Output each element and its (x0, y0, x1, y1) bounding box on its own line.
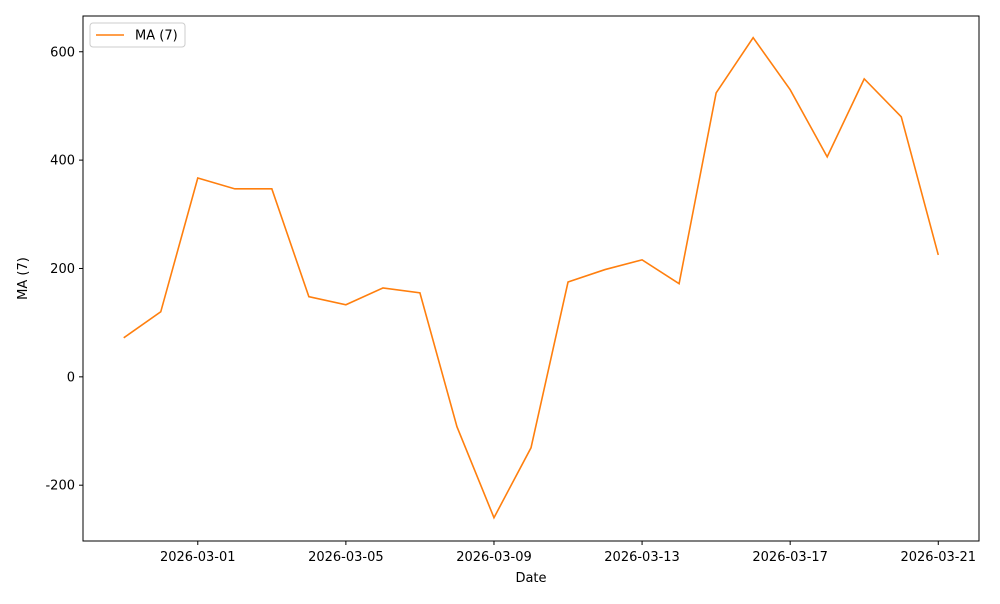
x-tick-label: 2026-03-01 (160, 550, 236, 565)
legend-label: MA (7) (135, 29, 178, 44)
plot-frame (82, 15, 980, 542)
y-tick-label: 200 (50, 262, 75, 277)
x-tick-label: 2026-03-17 (752, 550, 828, 565)
x-tick-label: 2026-03-21 (900, 550, 976, 565)
y-tick-label: 600 (50, 45, 75, 60)
x-tick-label: 2026-03-13 (604, 550, 680, 565)
legend-frame (89, 22, 186, 48)
legend: MA (7) (89, 22, 186, 48)
x-axis-label: Date (515, 571, 546, 586)
y-axis-label: MA (7) (16, 257, 31, 300)
y-tick-label: -200 (45, 479, 75, 494)
x-tick-label: 2026-03-05 (308, 550, 384, 565)
y-tick-label: 0 (67, 370, 75, 385)
line (123, 36, 940, 520)
y-tick-label: 400 (50, 154, 75, 169)
x-tick-label: 2026-03-09 (456, 550, 532, 565)
